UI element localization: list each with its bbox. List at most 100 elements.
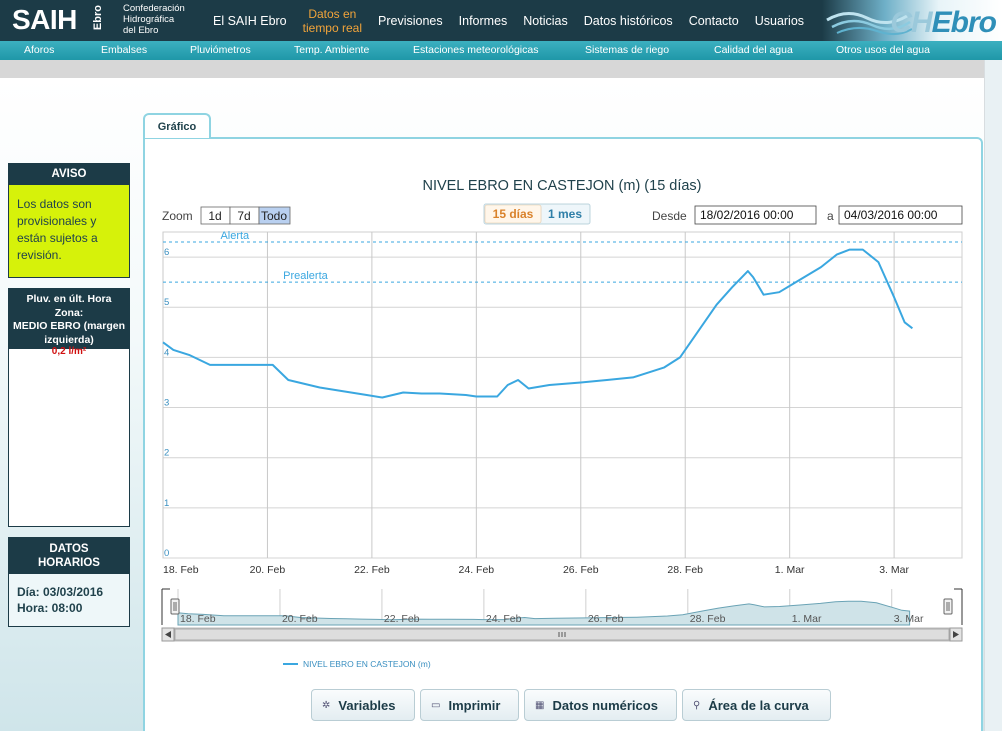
datos-title-line: DATOS bbox=[49, 543, 89, 555]
series-line bbox=[162, 248, 914, 399]
toolbar-strip bbox=[0, 60, 1002, 78]
gear-icon: ✲ bbox=[322, 699, 331, 711]
zoom-todo-label: Todo bbox=[261, 209, 287, 223]
chevron-left-icon bbox=[165, 631, 171, 638]
navigator-left-handle[interactable] bbox=[170, 598, 180, 615]
legend-label: NIVEL EBRO EN CASTEJON (m) bbox=[303, 659, 431, 669]
threshold-label: Alerta bbox=[220, 230, 250, 242]
search-icon: ⚲ bbox=[693, 699, 701, 711]
aviso-panel: AVISO Los datos son provisionales y está… bbox=[8, 163, 130, 278]
zoom-buttons: 1d 7d Todo bbox=[200, 206, 291, 225]
pluv-title-line: MEDIO EBRO (margen bbox=[12, 320, 125, 332]
nav-previsiones[interactable]: Previsiones bbox=[378, 13, 443, 28]
navigator-area bbox=[177, 600, 911, 626]
imprimir-label: Imprimir bbox=[448, 697, 501, 713]
x-tick-label: 28. Feb bbox=[667, 564, 703, 576]
nav-datos-historicos[interactable]: Datos históricos bbox=[583, 13, 673, 28]
hasta-value: 04/03/2016 00:00 bbox=[844, 208, 938, 222]
nav-line: tiempo real bbox=[302, 20, 363, 35]
datos-horarios-title: DATOS HORARIOS bbox=[9, 538, 129, 574]
datos-dia: Día: 03/03/2016 bbox=[17, 585, 104, 599]
x-tick-label: 1. Mar bbox=[775, 564, 805, 576]
imprimir-button[interactable]: ▭ Imprimir bbox=[420, 689, 519, 721]
threshold-lines: Alerta Prealerta bbox=[163, 230, 962, 283]
datos-horarios-body: Día: 03/03/2016 Hora: 08:00 bbox=[9, 574, 129, 616]
chart-navigator[interactable]: 18. Feb 20. Feb 22. Feb 24. Feb 26. Feb 28. F… bbox=[161, 588, 963, 626]
org-line: del Ebro bbox=[123, 25, 159, 36]
subnav-pluviometros[interactable]: Pluviómetros bbox=[190, 44, 251, 56]
nav-contacto[interactable]: Contacto bbox=[688, 13, 739, 28]
aviso-title: AVISO bbox=[9, 164, 129, 185]
datos-numericos-button[interactable]: ▦ Datos numéricos bbox=[524, 689, 677, 721]
nav-el-saih-ebro[interactable]: El SAIH Ebro bbox=[213, 13, 287, 28]
x-tick-label: 18. Feb bbox=[163, 564, 199, 576]
zoom-7d-label: 7d bbox=[237, 209, 250, 223]
navigator-labels: 18. Feb 20. Feb 22. Feb 24. Feb 26. Feb 28. F… bbox=[180, 613, 924, 625]
plot-area bbox=[162, 231, 963, 559]
variables-button[interactable]: ✲ Variables bbox=[311, 689, 415, 721]
chart-title: NIVEL EBRO EN CASTEJON (m) (15 días) bbox=[422, 178, 701, 194]
navigator-tick-label: 20. Feb bbox=[282, 613, 318, 625]
y-tick-label: 4 bbox=[164, 347, 169, 358]
navigator-tick-label: 18. Feb bbox=[180, 613, 216, 625]
desde-value: 18/02/2016 00:00 bbox=[700, 208, 794, 222]
zoom-1d-label: 1d bbox=[208, 209, 221, 223]
pluv-title-line: Zona: bbox=[54, 306, 84, 319]
datos-numericos-label: Datos numéricos bbox=[552, 697, 658, 713]
nav-noticias[interactable]: Noticias bbox=[523, 13, 568, 28]
x-tick-label: 3. Mar bbox=[879, 564, 909, 576]
y-tick-label: 2 bbox=[164, 448, 169, 459]
subnav-embalses[interactable]: Embalses bbox=[101, 44, 148, 56]
aviso-text: Los datos son provisionales y están suje… bbox=[9, 185, 129, 277]
datos-horarios-panel: DATOS HORARIOS Día: 03/03/2016 Hora: 08:… bbox=[8, 537, 130, 627]
range-15-dias-button[interactable] bbox=[484, 204, 542, 224]
saih-logo[interactable]: SAIH Ebro Confederación Hidrográfica del… bbox=[0, 0, 200, 41]
subnav-otros-usos[interactable]: Otros usos del agua bbox=[836, 44, 930, 56]
navigator-tick-label: 24. Feb bbox=[486, 613, 522, 625]
navigator-tick-label: 28. Feb bbox=[690, 613, 726, 625]
zoom-todo-button[interactable] bbox=[258, 206, 291, 225]
subnav-aforos[interactable]: Aforos bbox=[24, 44, 55, 56]
nav-informes[interactable]: Informes bbox=[458, 13, 508, 28]
desde-input[interactable] bbox=[694, 205, 817, 225]
chart-grid bbox=[162, 231, 963, 559]
chart-series bbox=[162, 248, 914, 399]
scrollbar[interactable] bbox=[984, 60, 1002, 731]
subnav-sistemas-riego[interactable]: Sistemas de riego bbox=[585, 44, 670, 56]
org-line: Confederación bbox=[123, 3, 185, 14]
pluviometria-panel: Pluv. en últ. Hora Zona: MEDIO EBRO (mar… bbox=[8, 288, 130, 527]
navigator-tick-label: 1. Mar bbox=[792, 613, 822, 625]
subnav-estaciones[interactable]: Estaciones meteorológicas bbox=[413, 44, 539, 56]
nav-usuarios[interactable]: Usuarios bbox=[754, 13, 805, 28]
subnav-calidad-agua[interactable]: Calidad del agua bbox=[714, 44, 793, 56]
navigator-right-handle[interactable] bbox=[943, 598, 953, 615]
printer-icon: ▭ bbox=[431, 699, 441, 711]
navigator-scrollbar[interactable] bbox=[161, 627, 963, 642]
sub-nav: Aforos Embalses Pluviómetros Temp. Ambie… bbox=[0, 41, 1002, 60]
range-15-dias-label: 15 días bbox=[493, 207, 534, 221]
x-tick-label: 20. Feb bbox=[250, 564, 286, 576]
hasta-input[interactable] bbox=[838, 205, 963, 225]
nav-datos-tiempo-real[interactable]: Datos en tiempo real bbox=[303, 7, 362, 35]
main-nav: El SAIH Ebro Datos en tiempo real Previs… bbox=[205, 0, 812, 41]
tab-grafico[interactable]: Gráfico bbox=[143, 113, 211, 138]
subnav-temp-ambiente[interactable]: Temp. Ambiente bbox=[294, 44, 370, 56]
x-tick-label: 22. Feb bbox=[354, 564, 390, 576]
chebro-logo[interactable]: CHEbro bbox=[822, 0, 1002, 41]
saih-logo-text: SAIH bbox=[12, 4, 77, 35]
nav-line: Datos en bbox=[308, 6, 357, 21]
y-axis-ticks: 0 1 2 3 4 5 6 bbox=[164, 247, 169, 559]
area-curva-button[interactable]: ⚲ Área de la curva bbox=[682, 689, 831, 721]
zoom-label: Zoom bbox=[162, 209, 193, 223]
range-buttons: 15 días 1 mes bbox=[483, 203, 591, 225]
range-1-mes-label: 1 mes bbox=[548, 207, 582, 221]
action-buttons: ✲ Variables ▭ Imprimir ▦ Datos numéricos… bbox=[311, 689, 836, 721]
area-curva-label: Área de la curva bbox=[708, 697, 809, 713]
range-1-mes-button[interactable] bbox=[542, 205, 589, 223]
x-axis-ticks: 18. Feb 20. Feb 22. Feb 24. Feb 26. Feb 28. F… bbox=[163, 564, 909, 576]
navigator-tick-label: 22. Feb bbox=[384, 613, 420, 625]
chart-legend[interactable]: NIVEL EBRO EN CASTEJON (m) bbox=[283, 659, 431, 669]
navigator-tick-label: 26. Feb bbox=[588, 613, 624, 625]
pluv-title-line: izquierda) bbox=[44, 333, 94, 346]
top-header: SAIH Ebro Confederación Hidrográfica del… bbox=[0, 0, 1002, 41]
